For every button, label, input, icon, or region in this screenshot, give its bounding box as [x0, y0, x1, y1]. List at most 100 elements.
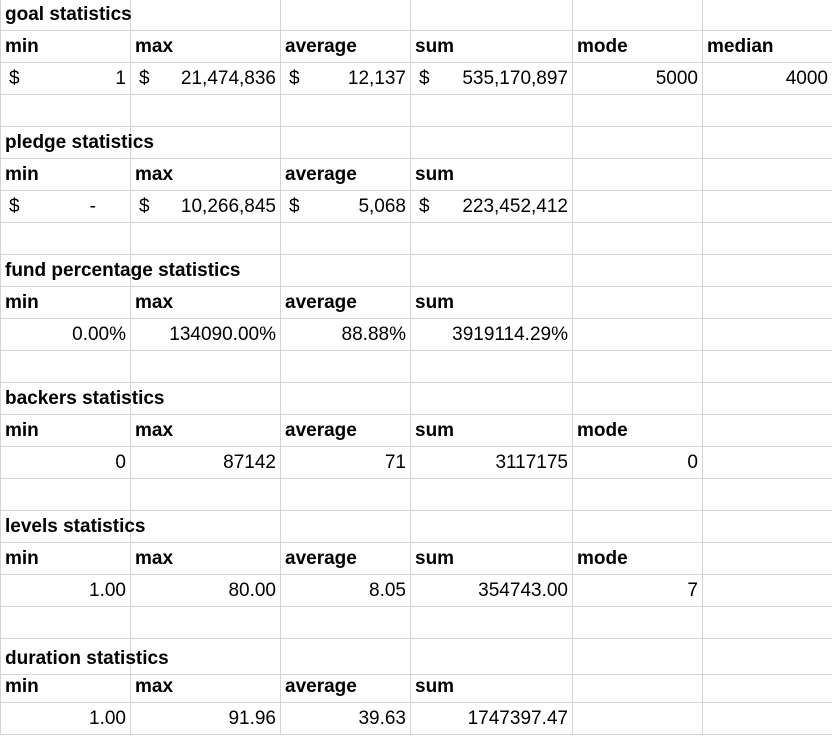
empty-cell[interactable] — [703, 255, 832, 287]
header-max-cell[interactable]: max — [131, 671, 281, 703]
empty-cell[interactable] — [411, 127, 573, 159]
fund-percentage-sum-cell[interactable]: 3919114.29% — [411, 319, 573, 351]
goal-mode-cell[interactable]: 5000 — [573, 63, 703, 95]
empty-cell[interactable] — [131, 223, 281, 255]
header-average-cell[interactable]: average — [281, 543, 411, 575]
header-min-cell[interactable]: min — [1, 159, 131, 191]
empty-cell[interactable] — [573, 639, 703, 675]
empty-cell[interactable] — [573, 671, 703, 703]
empty-cell[interactable] — [573, 95, 703, 127]
header-average-cell[interactable]: average — [281, 287, 411, 319]
header-average-cell[interactable]: average — [281, 31, 411, 63]
fund-percentage-min-cell[interactable]: 0.00% — [1, 319, 131, 351]
empty-cell[interactable] — [131, 255, 281, 287]
fund-percentage-title-cell[interactable]: fund percentage statistics — [1, 255, 240, 287]
goal-max-cell[interactable]: $ 21,474,836 — [131, 63, 281, 95]
levels-average-cell[interactable]: 8.05 — [281, 575, 411, 607]
levels-min-cell[interactable]: 1.00 — [1, 575, 131, 607]
header-min-cell[interactable]: min — [1, 671, 131, 703]
empty-cell[interactable] — [573, 0, 703, 31]
empty-cell[interactable] — [281, 639, 411, 675]
empty-cell[interactable] — [131, 639, 281, 675]
goal-median-cell[interactable]: 4000 — [703, 63, 832, 95]
empty-cell[interactable] — [411, 383, 573, 415]
empty-cell[interactable] — [131, 607, 281, 639]
empty-cell[interactable] — [703, 159, 832, 191]
empty-cell[interactable] — [411, 223, 573, 255]
empty-cell[interactable] — [573, 191, 703, 223]
header-max-cell[interactable]: max — [131, 415, 281, 447]
empty-cell[interactable] — [703, 383, 832, 415]
empty-cell[interactable] — [131, 511, 281, 543]
header-median-cell[interactable]: median — [703, 31, 832, 63]
empty-cell[interactable] — [703, 543, 832, 575]
header-sum-cell[interactable]: sum — [411, 543, 573, 575]
empty-cell[interactable] — [573, 319, 703, 351]
empty-cell[interactable] — [281, 511, 411, 543]
empty-cell[interactable] — [281, 607, 411, 639]
empty-cell[interactable] — [703, 191, 832, 223]
backers-sum-cell[interactable]: 3117175 — [411, 447, 573, 479]
header-min-cell[interactable]: min — [1, 543, 131, 575]
empty-cell[interactable] — [281, 351, 411, 383]
empty-cell[interactable] — [131, 0, 281, 31]
empty-cell[interactable] — [573, 703, 703, 735]
pledge-title-cell[interactable]: pledge statistics — [1, 127, 154, 159]
goal-title-cell[interactable]: goal statistics — [1, 0, 132, 31]
empty-cell[interactable] — [411, 95, 573, 127]
header-sum-cell[interactable]: sum — [411, 671, 573, 703]
header-sum-cell[interactable]: sum — [411, 287, 573, 319]
header-min-cell[interactable]: min — [1, 31, 131, 63]
header-average-cell[interactable]: average — [281, 671, 411, 703]
empty-cell[interactable] — [573, 479, 703, 511]
empty-cell[interactable] — [703, 639, 832, 675]
empty-cell[interactable] — [573, 159, 703, 191]
header-mode-cell[interactable]: mode — [573, 31, 703, 63]
levels-max-cell[interactable]: 80.00 — [131, 575, 281, 607]
empty-cell[interactable] — [281, 127, 411, 159]
empty-cell[interactable] — [703, 479, 832, 511]
backers-average-cell[interactable]: 71 — [281, 447, 411, 479]
empty-cell[interactable] — [573, 223, 703, 255]
empty-cell[interactable] — [703, 511, 832, 543]
empty-cell[interactable] — [1, 351, 131, 383]
backers-min-cell[interactable]: 0 — [1, 447, 131, 479]
header-min-cell[interactable]: min — [1, 287, 131, 319]
header-mode-cell[interactable]: mode — [573, 543, 703, 575]
empty-cell[interactable] — [131, 383, 281, 415]
header-average-cell[interactable]: average — [281, 415, 411, 447]
empty-cell[interactable] — [411, 479, 573, 511]
empty-cell[interactable] — [573, 607, 703, 639]
empty-cell[interactable] — [281, 0, 411, 31]
header-mode-cell[interactable]: mode — [573, 415, 703, 447]
empty-cell[interactable] — [703, 127, 832, 159]
empty-cell[interactable] — [703, 223, 832, 255]
empty-cell[interactable] — [573, 255, 703, 287]
empty-cell[interactable] — [703, 671, 832, 703]
empty-cell[interactable] — [411, 351, 573, 383]
empty-cell[interactable] — [411, 607, 573, 639]
header-max-cell[interactable]: max — [131, 543, 281, 575]
empty-cell[interactable] — [1, 95, 131, 127]
empty-cell[interactable] — [703, 447, 832, 479]
backers-max-cell[interactable]: 87142 — [131, 447, 281, 479]
header-min-cell[interactable]: min — [1, 415, 131, 447]
goal-sum-cell[interactable]: $ 535,170,897 — [411, 63, 573, 95]
goal-min-cell[interactable]: $ 1 — [1, 63, 131, 95]
goal-average-cell[interactable]: $ 12,137 — [281, 63, 411, 95]
empty-cell[interactable] — [573, 127, 703, 159]
empty-cell[interactable] — [131, 351, 281, 383]
empty-cell[interactable] — [703, 607, 832, 639]
levels-title-cell[interactable]: levels statistics — [1, 511, 145, 543]
empty-cell[interactable] — [411, 639, 573, 675]
empty-cell[interactable] — [281, 255, 411, 287]
empty-cell[interactable] — [411, 0, 573, 31]
fund-percentage-max-cell[interactable]: 134090.00% — [131, 319, 281, 351]
levels-sum-cell[interactable]: 354743.00 — [411, 575, 573, 607]
pledge-min-cell[interactable]: $ - — [1, 191, 131, 223]
levels-mode-cell[interactable]: 7 — [573, 575, 703, 607]
empty-cell[interactable] — [703, 415, 832, 447]
pledge-average-cell[interactable]: $ 5,068 — [281, 191, 411, 223]
header-sum-cell[interactable]: sum — [411, 159, 573, 191]
duration-sum-cell[interactable]: 1747397.47 — [411, 703, 573, 735]
